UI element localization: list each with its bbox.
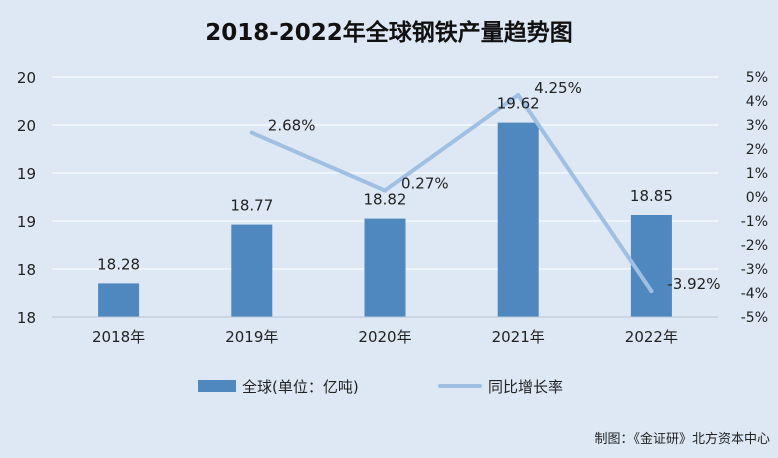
line-data-label: 0.27% <box>401 175 449 193</box>
y-left-tick-label: 18 <box>17 261 36 279</box>
legend-swatch-bar <box>198 380 236 392</box>
y-left-tick-label: 20 <box>17 69 36 87</box>
legend: 全球(单位：亿吨) 同比增长率 <box>198 378 563 396</box>
axes-layer: 20 20 19 19 18 18 5% 4% 3% 2% 1% 0% -1% -2% -3% -4% -5% 2… <box>17 69 768 346</box>
credit-text: 制图：《金证研》北方资本中心 <box>594 431 770 447</box>
y-right-tick-label: -5% <box>741 310 768 326</box>
line-data-label: 4.25% <box>534 79 582 97</box>
y-right-tick-label: 0% <box>746 190 768 206</box>
x-tick-label: 2022年 <box>625 328 678 346</box>
y-right-tick-label: 2% <box>746 142 768 158</box>
x-tick-label: 2019年 <box>225 328 278 346</box>
line-point <box>249 130 254 135</box>
line-layer <box>249 93 654 294</box>
y-right-tick-label: -3% <box>741 262 768 278</box>
bar <box>364 218 406 317</box>
y-right-tick-label: -1% <box>741 214 768 230</box>
line-data-label: 2.68% <box>268 117 316 135</box>
line-point <box>649 289 654 294</box>
line-point <box>516 93 521 97</box>
x-tick-label: 2018年 <box>92 328 145 346</box>
y-left-tick-label: 18 <box>17 309 36 327</box>
growth-line <box>249 93 654 294</box>
bar <box>98 283 140 317</box>
y-left-tick-label: 19 <box>17 165 36 183</box>
y-right-tick-label: 1% <box>746 166 768 182</box>
bar-data-label: 18.85 <box>630 187 673 205</box>
y-right-tick-label: -4% <box>741 286 768 302</box>
bar-data-label: 18.77 <box>230 197 273 215</box>
bars-layer <box>98 122 672 317</box>
y-right-tick-label: -2% <box>741 238 768 254</box>
line-point <box>383 188 387 193</box>
y-right-tick-label: 3% <box>746 118 768 134</box>
chart-title: 2018-2022年全球钢铁产量趋势图 <box>205 19 573 46</box>
legend-label-bar: 全球(单位：亿吨) <box>242 378 359 396</box>
y-left-tick-label: 20 <box>17 117 36 135</box>
y-left-tick-label: 19 <box>17 213 36 231</box>
bar-data-label: 18.28 <box>97 255 140 273</box>
legend-label-line: 同比增长率 <box>488 378 563 396</box>
y-right-tick-label: 4% <box>746 94 768 110</box>
bar <box>497 122 539 317</box>
bar <box>231 224 273 317</box>
bar-data-label: 19.62 <box>497 95 540 113</box>
x-tick-label: 2020年 <box>358 328 411 346</box>
bar-data-label: 18.82 <box>364 191 407 209</box>
bar <box>630 215 672 317</box>
line-data-label: -3.92% <box>667 275 720 293</box>
x-tick-label: 2021年 <box>492 328 545 346</box>
y-right-tick-label: 5% <box>746 70 768 86</box>
labels-layer: 18.28 18.77 18.82 19.62 18.85 2.68% 0.27% 4.25%… <box>97 79 720 293</box>
